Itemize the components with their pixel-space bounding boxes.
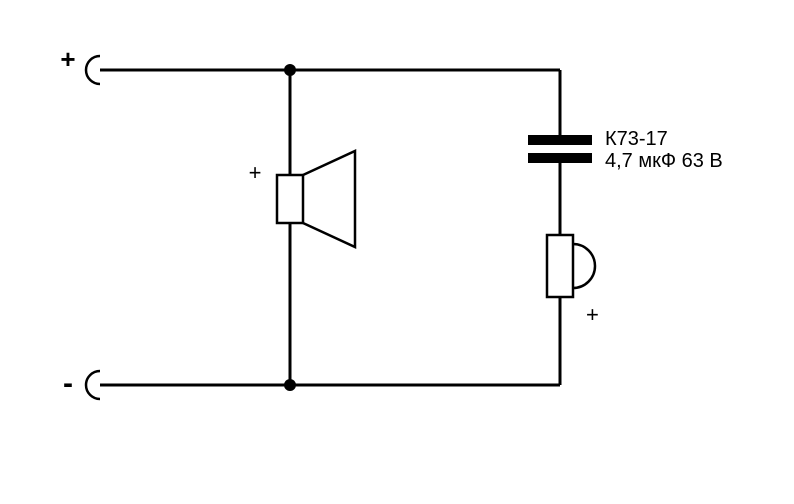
speaker-woofer: + [249,151,355,247]
node-top [284,64,296,76]
speaker-tweeter: + [547,235,599,327]
node-bottom [284,379,296,391]
svg-text:-: - [63,367,73,400]
capacitor: К73-17 4,7 мкФ 63 В [528,128,723,172]
capacitor-label-2: 4,7 мкФ 63 В [605,150,723,172]
circuit-schematic: + - + К73-17 4,7 мкФ 63 В + [0,0,794,504]
svg-text:+: + [249,160,262,185]
terminal-minus: - [63,367,100,400]
capacitor-label-1: К73-17 [605,128,668,150]
svg-text:+: + [60,44,75,74]
terminal-plus: + [60,44,100,84]
svg-text:+: + [586,302,599,327]
